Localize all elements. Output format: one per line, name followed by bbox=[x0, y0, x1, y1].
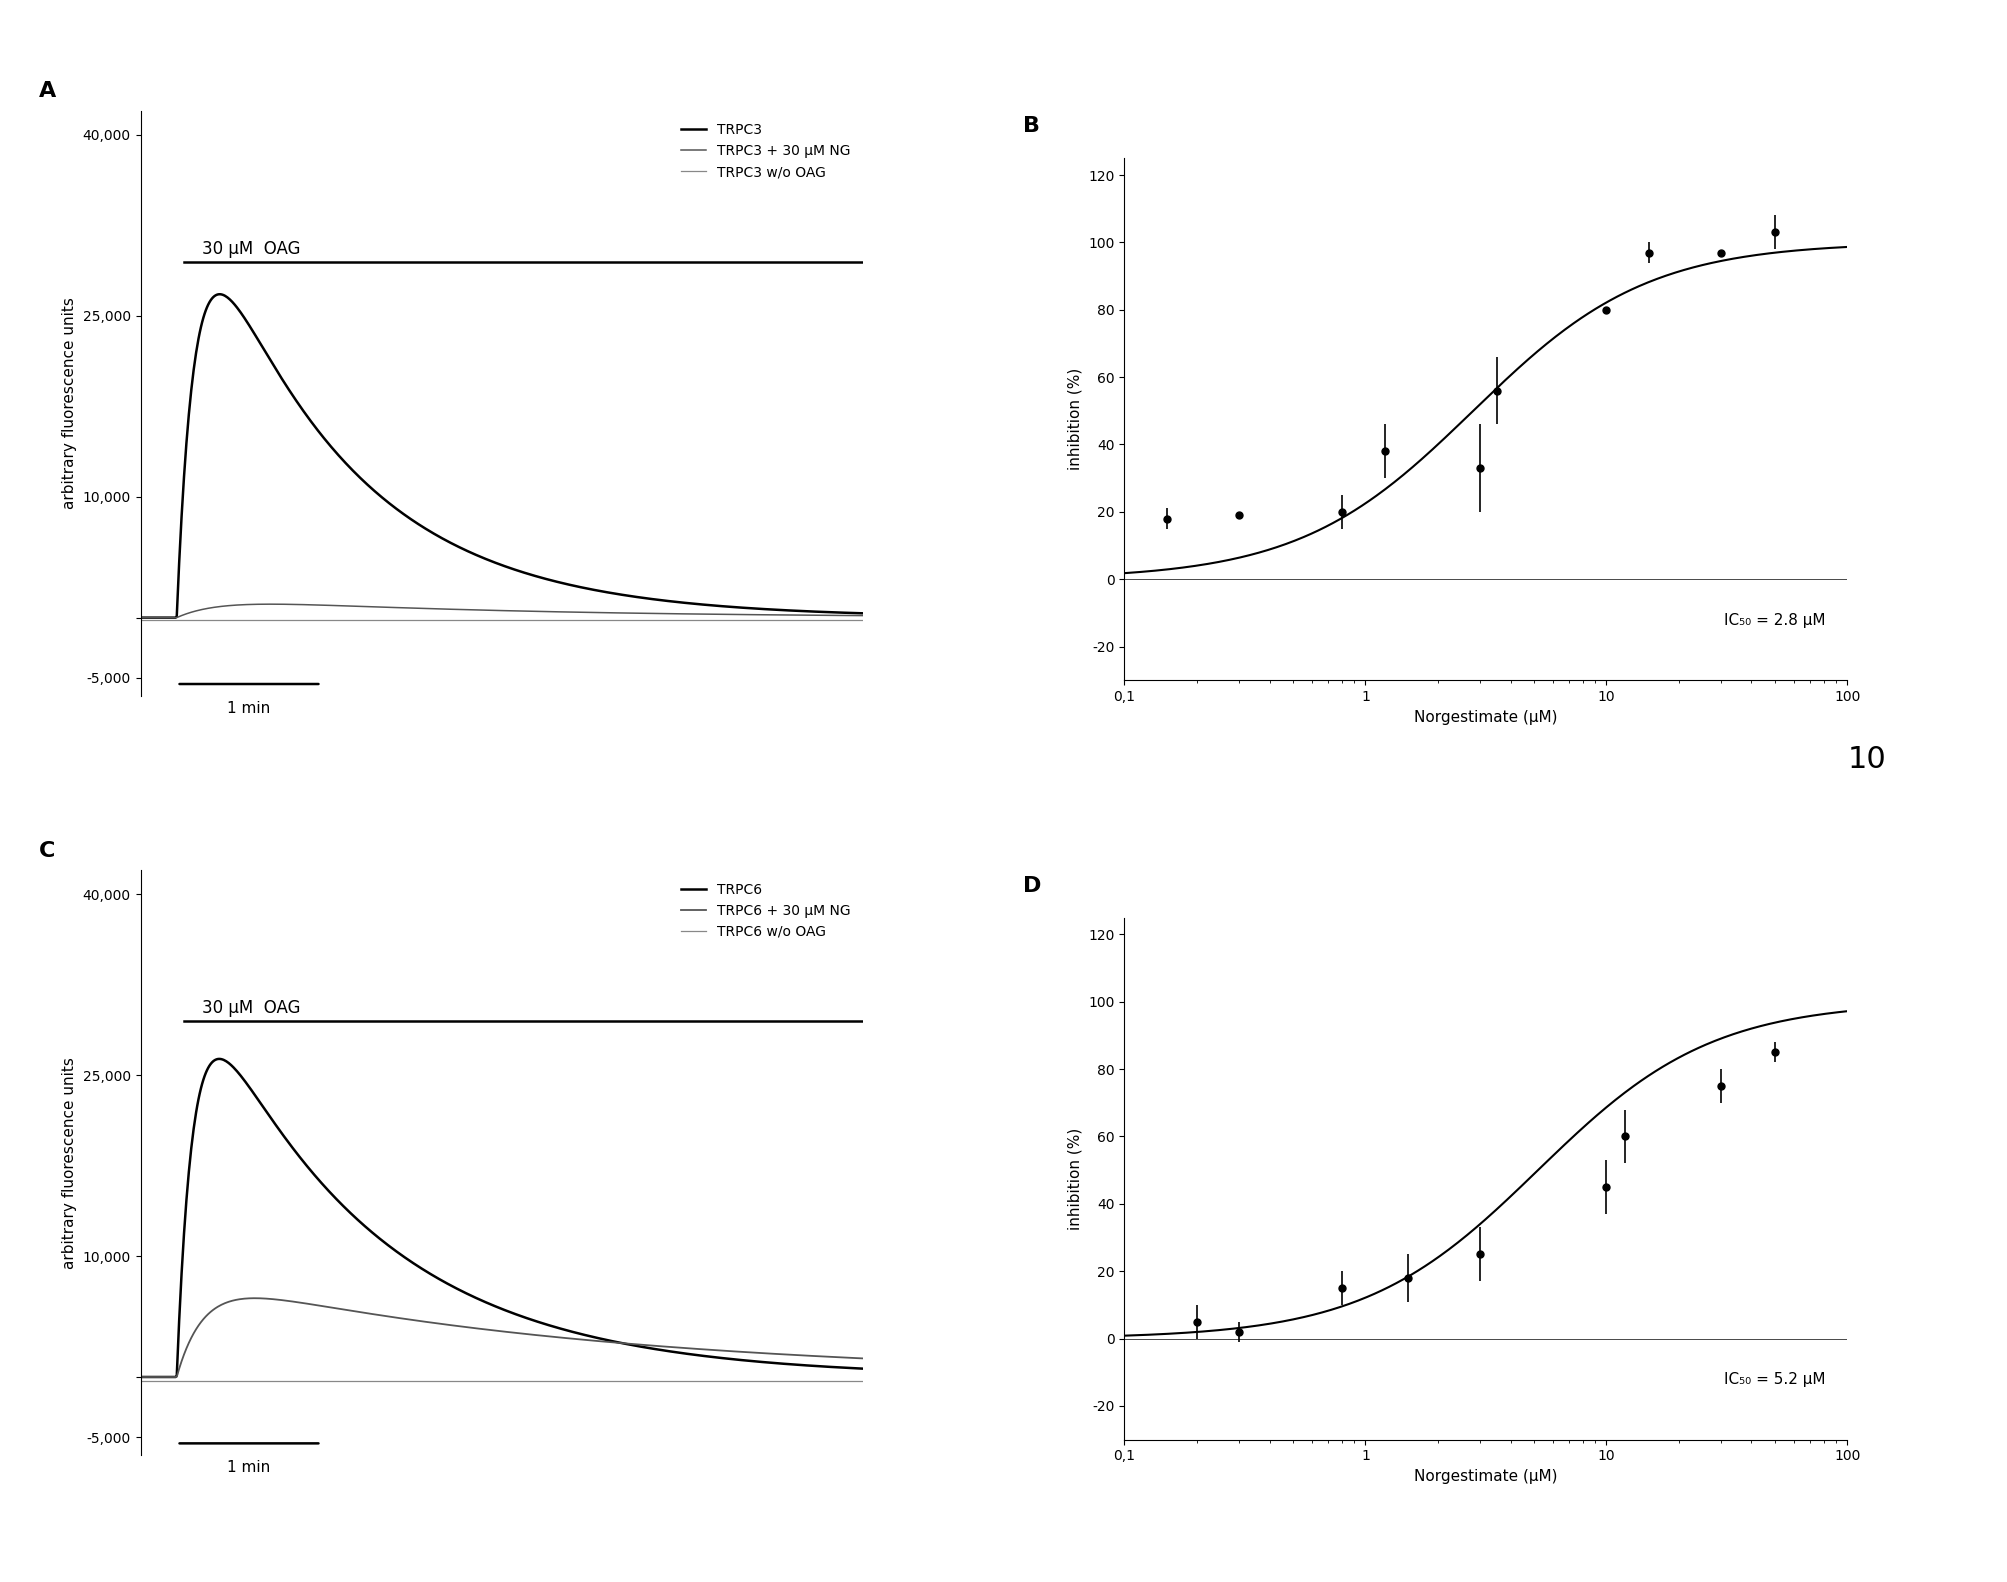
Y-axis label: inhibition (%): inhibition (%) bbox=[1068, 1128, 1082, 1229]
Text: 10: 10 bbox=[1846, 745, 1887, 774]
Text: D: D bbox=[1024, 876, 1042, 895]
X-axis label: Norgestimate (μM): Norgestimate (μM) bbox=[1413, 1470, 1557, 1484]
Text: 1 min: 1 min bbox=[227, 1460, 271, 1474]
Legend: TRPC6, TRPC6 + 30 μM NG, TRPC6 w/o OAG: TRPC6, TRPC6 + 30 μM NG, TRPC6 w/o OAG bbox=[674, 876, 857, 944]
Text: 30 μM  OAG: 30 μM OAG bbox=[203, 240, 301, 258]
Text: A: A bbox=[40, 81, 56, 101]
X-axis label: Norgestimate (μM): Norgestimate (μM) bbox=[1413, 710, 1557, 725]
Y-axis label: arbitrary fluorescence units: arbitrary fluorescence units bbox=[62, 1057, 76, 1269]
Text: B: B bbox=[1024, 117, 1040, 136]
Y-axis label: arbitrary fluorescence units: arbitrary fluorescence units bbox=[62, 297, 76, 509]
Legend: TRPC3, TRPC3 + 30 μM NG, TRPC3 w/o OAG: TRPC3, TRPC3 + 30 μM NG, TRPC3 w/o OAG bbox=[676, 117, 857, 185]
Text: IC₅₀ = 2.8 μM: IC₅₀ = 2.8 μM bbox=[1724, 614, 1824, 628]
Y-axis label: inhibition (%): inhibition (%) bbox=[1068, 369, 1082, 470]
Text: 30 μM  OAG: 30 μM OAG bbox=[203, 1000, 301, 1017]
Text: 1 min: 1 min bbox=[227, 701, 271, 715]
Text: IC₅₀ = 5.2 μM: IC₅₀ = 5.2 μM bbox=[1724, 1373, 1824, 1387]
Text: C: C bbox=[40, 842, 56, 861]
